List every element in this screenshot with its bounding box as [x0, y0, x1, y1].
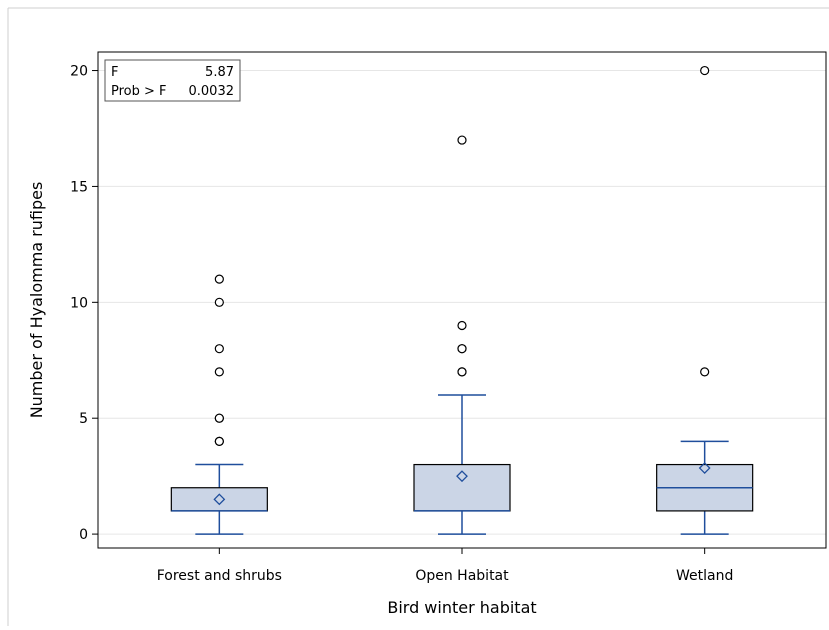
- y-tick-label-20: 20: [70, 64, 88, 80]
- box-group-0: [170, 274, 268, 535]
- outlier-point-0-7: [214, 274, 224, 284]
- x-axis: Forest and shrubs Open Habitat Wetland: [157, 548, 733, 584]
- mean-marker-1: [456, 470, 468, 483]
- outlier-point-2-0: [700, 367, 710, 377]
- x-tick-label-1: Open Habitat: [415, 568, 509, 584]
- x-tick-label-2: Wetland: [676, 568, 733, 584]
- outlier-point-1-4: [457, 320, 467, 331]
- y-tick-label-5: 5: [79, 411, 88, 427]
- stat-f-label: F: [111, 65, 118, 80]
- stat-p-value: 0.0032: [189, 84, 235, 99]
- stat-p-label: Prob > F: [111, 84, 167, 99]
- x-tick-label-0: Forest and shrubs: [157, 568, 282, 584]
- x-axis-label: Bird winter habitat: [387, 598, 536, 617]
- outlier-point-0-1: [214, 436, 224, 446]
- outlier-point-0-6: [214, 297, 224, 307]
- box-iqr-1: [413, 463, 511, 512]
- y-tick-label-0: 0: [79, 527, 88, 543]
- outlier-point-1-5: [457, 135, 467, 145]
- mean-marker-0: [213, 493, 226, 506]
- outlier-point-2-1: [700, 65, 710, 76]
- y-axis-label: Number of Hyalomma rufipes: [27, 182, 46, 419]
- outlier-point-1-3: [457, 344, 467, 354]
- stat-f-value: 5.87: [205, 65, 234, 80]
- y-tick-label-15: 15: [70, 179, 88, 195]
- y-axis: 0 5 10 15 20: [70, 64, 98, 543]
- stats-inset-box: [104, 59, 241, 102]
- stats-inset: F 5.87 Prob > F 0.0032: [104, 59, 241, 102]
- outlier-point-0-4: [214, 367, 224, 377]
- outlier-point-0-3: [214, 413, 224, 423]
- box-iqr-0: [170, 487, 268, 512]
- y-tick-label-10: 10: [70, 295, 88, 311]
- box-group-2: [656, 65, 754, 535]
- plot-area: [170, 65, 754, 535]
- mean-marker-2: [698, 462, 711, 474]
- outlier-point-0-5: [214, 344, 224, 354]
- outlier-point-1-1: [457, 367, 467, 377]
- box-group-1: [413, 135, 511, 535]
